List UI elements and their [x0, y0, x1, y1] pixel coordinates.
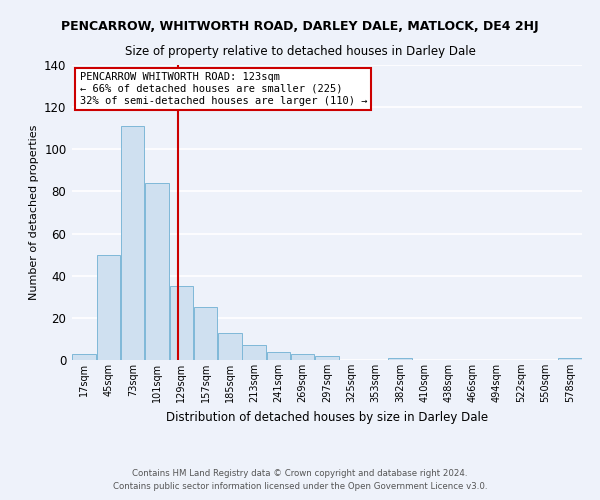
Bar: [73, 354, 96, 360]
Bar: [558, 358, 581, 360]
Bar: [170, 286, 193, 360]
Bar: [388, 358, 412, 360]
Bar: [97, 254, 120, 360]
Y-axis label: Number of detached properties: Number of detached properties: [29, 125, 38, 300]
Bar: [121, 126, 145, 360]
Bar: [266, 352, 290, 360]
Bar: [242, 345, 266, 360]
Text: Contains public sector information licensed under the Open Government Licence v3: Contains public sector information licen…: [113, 482, 487, 491]
Bar: [194, 308, 217, 360]
X-axis label: Distribution of detached houses by size in Darley Dale: Distribution of detached houses by size …: [166, 410, 488, 424]
Text: Size of property relative to detached houses in Darley Dale: Size of property relative to detached ho…: [125, 45, 475, 58]
Bar: [315, 356, 339, 360]
Text: Contains HM Land Registry data © Crown copyright and database right 2024.: Contains HM Land Registry data © Crown c…: [132, 468, 468, 477]
Bar: [291, 354, 314, 360]
Bar: [218, 332, 242, 360]
Bar: [145, 183, 169, 360]
Text: PENCARROW, WHITWORTH ROAD, DARLEY DALE, MATLOCK, DE4 2HJ: PENCARROW, WHITWORTH ROAD, DARLEY DALE, …: [61, 20, 539, 33]
Text: PENCARROW WHITWORTH ROAD: 123sqm
← 66% of detached houses are smaller (225)
32% : PENCARROW WHITWORTH ROAD: 123sqm ← 66% o…: [80, 72, 367, 106]
